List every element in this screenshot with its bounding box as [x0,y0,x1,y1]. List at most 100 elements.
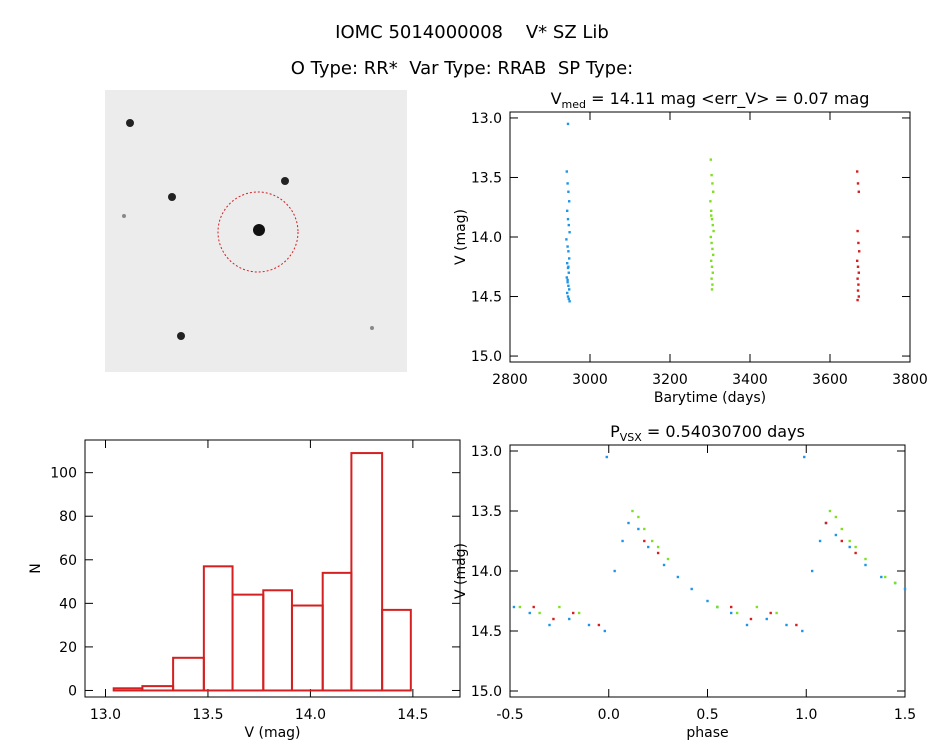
data-point [518,605,522,609]
x-tick-label: 3200 [652,372,688,388]
data-point [528,611,531,615]
data-point [710,265,714,268]
data-point [643,527,646,531]
data-point [651,539,654,543]
data-point [621,539,624,543]
data-point [711,283,714,286]
data-point [854,545,857,549]
data-point [566,291,569,295]
x-tick-label: 1.0 [795,707,817,723]
star [168,193,176,201]
data-point [856,182,860,185]
x-tick-label: -0.5 [496,707,523,723]
data-point [711,247,714,251]
x-tick-label: 3800 [892,372,928,388]
data-point [709,158,712,161]
data-point [769,611,772,615]
data-point [755,605,759,609]
data-point [627,521,630,525]
x-tick-label: 13.0 [90,707,121,723]
y-tick-label: 14.0 [471,564,502,580]
data-point [566,281,569,284]
data-point [856,170,859,173]
data-point [712,253,715,257]
data-point [801,629,804,633]
data-point [710,173,713,177]
x-tick-label: 13.5 [192,707,223,723]
data-point [856,298,859,302]
data-point [566,245,569,248]
data-point [587,623,591,627]
data-point [765,617,768,621]
data-point [566,261,569,265]
y-axis-label: V (mag) [453,543,469,599]
data-point [643,539,646,543]
data-point [730,611,733,615]
data-point [572,611,575,615]
figure-title: IOMC 5014000008 V* SZ Lib [335,22,609,43]
data-point [676,575,680,579]
x-tick-label: 14.0 [295,707,326,723]
star [177,332,185,340]
data-point [775,611,778,615]
data-point [880,575,883,579]
data-point [548,623,551,627]
star [281,177,289,185]
data-point [565,276,568,279]
y-tick-label: 14.0 [471,230,502,246]
data-point [730,605,733,609]
y-tick-label: 20 [59,640,77,656]
target-star [253,224,265,236]
data-point [857,190,860,193]
y-tick-label: 13.0 [471,111,502,127]
data-point [709,235,712,239]
title-suffix: = 0.54030700 days [642,422,805,441]
data-point [568,288,571,291]
x-tick-label: 14.5 [397,707,428,723]
histogram-bar [381,608,412,692]
data-point [565,170,568,173]
data-point [857,271,860,274]
figure-subtitle: O Type: RR* Var Type: RRAB SP Type: [291,58,633,79]
data-point [803,455,806,459]
data-point [709,200,712,203]
data-point [856,289,860,292]
y-tick-label: 0 [68,683,77,699]
data-point [567,297,570,301]
data-point [568,231,571,234]
data-point [597,623,601,627]
x-tick-label: 0.5 [696,707,718,723]
data-point [656,545,660,549]
data-point [710,241,713,245]
data-point [710,214,713,217]
data-point [712,229,715,233]
y-tick-label: 13.5 [471,170,502,186]
data-point [566,182,569,185]
data-point [647,545,650,549]
data-point [566,209,569,213]
data-point [567,250,570,253]
title-subscript: VSX [620,431,643,444]
y-tick-label: 15.0 [471,349,502,365]
data-point [637,527,640,531]
x-axis-label: phase [686,725,728,741]
x-tick-label: 3400 [732,372,768,388]
data-point [856,259,859,263]
data-point [662,563,666,567]
title-main: V [551,89,562,108]
y-tick-label: 15.0 [471,684,502,700]
histogram-bar [350,452,384,692]
data-point [512,605,516,609]
data-point [568,200,571,203]
star [122,214,126,218]
data-point [567,265,570,268]
title-subscript: med [562,98,586,111]
data-point [558,605,561,609]
data-point [577,611,581,615]
star [126,119,134,127]
data-point [567,284,570,288]
x-axis-label: V (mag) [244,725,300,741]
x-tick-label: 0.0 [598,707,620,723]
data-point [858,250,861,253]
y-tick-label: 13.5 [471,504,502,520]
